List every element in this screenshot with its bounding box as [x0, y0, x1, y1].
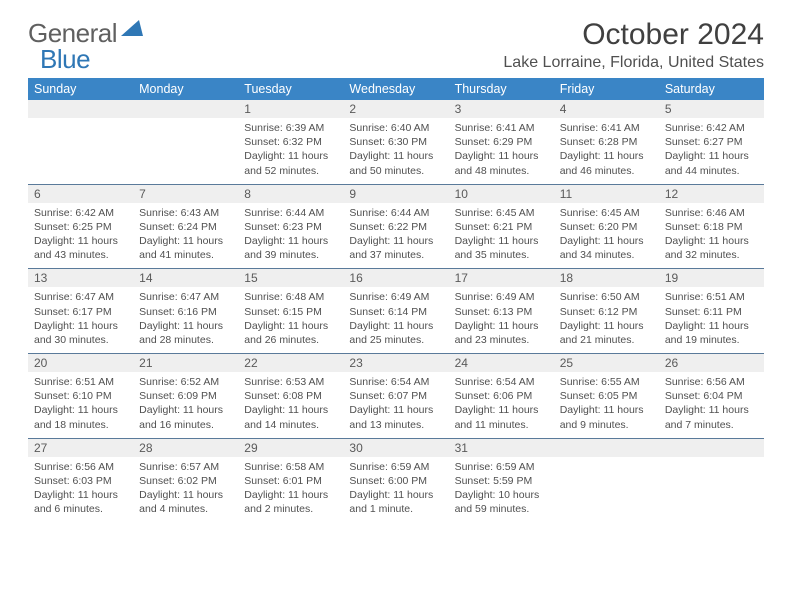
day-number: 5: [659, 100, 764, 118]
detail-row: Sunrise: 6:56 AM Sunset: 6:03 PM Dayligh…: [28, 457, 764, 523]
day-details: [133, 118, 238, 184]
day-number: 8: [238, 184, 343, 203]
day-details: Sunrise: 6:39 AM Sunset: 6:32 PM Dayligh…: [238, 118, 343, 184]
day-number: 31: [449, 438, 554, 457]
day-details: Sunrise: 6:40 AM Sunset: 6:30 PM Dayligh…: [343, 118, 448, 184]
day-number: 18: [554, 269, 659, 288]
detail-row: Sunrise: 6:47 AM Sunset: 6:17 PM Dayligh…: [28, 287, 764, 353]
day-number: 6: [28, 184, 133, 203]
day-details: Sunrise: 6:58 AM Sunset: 6:01 PM Dayligh…: [238, 457, 343, 523]
day-details: Sunrise: 6:49 AM Sunset: 6:14 PM Dayligh…: [343, 287, 448, 353]
daynum-row: 12345: [28, 100, 764, 118]
day-details: Sunrise: 6:42 AM Sunset: 6:25 PM Dayligh…: [28, 203, 133, 269]
day-details: Sunrise: 6:59 AM Sunset: 5:59 PM Dayligh…: [449, 457, 554, 523]
day-details: Sunrise: 6:43 AM Sunset: 6:24 PM Dayligh…: [133, 203, 238, 269]
day-details: Sunrise: 6:54 AM Sunset: 6:06 PM Dayligh…: [449, 372, 554, 438]
day-number: 26: [659, 354, 764, 373]
weekday-header: Wednesday: [343, 78, 448, 100]
day-details: Sunrise: 6:41 AM Sunset: 6:29 PM Dayligh…: [449, 118, 554, 184]
day-details: Sunrise: 6:59 AM Sunset: 6:00 PM Dayligh…: [343, 457, 448, 523]
day-number: [554, 438, 659, 457]
day-details: Sunrise: 6:44 AM Sunset: 6:23 PM Dayligh…: [238, 203, 343, 269]
day-number: 13: [28, 269, 133, 288]
daynum-row: 13141516171819: [28, 269, 764, 288]
day-details: Sunrise: 6:51 AM Sunset: 6:10 PM Dayligh…: [28, 372, 133, 438]
day-details: Sunrise: 6:44 AM Sunset: 6:22 PM Dayligh…: [343, 203, 448, 269]
day-number: 11: [554, 184, 659, 203]
header: General October 2024 Lake Lorraine, Flor…: [28, 18, 764, 72]
day-number: 1: [238, 100, 343, 118]
day-details: [554, 457, 659, 523]
day-details: Sunrise: 6:45 AM Sunset: 6:20 PM Dayligh…: [554, 203, 659, 269]
detail-row: Sunrise: 6:42 AM Sunset: 6:25 PM Dayligh…: [28, 203, 764, 269]
day-number: 15: [238, 269, 343, 288]
day-number: 23: [343, 354, 448, 373]
day-details: Sunrise: 6:45 AM Sunset: 6:21 PM Dayligh…: [449, 203, 554, 269]
day-details: Sunrise: 6:46 AM Sunset: 6:18 PM Dayligh…: [659, 203, 764, 269]
day-details: Sunrise: 6:54 AM Sunset: 6:07 PM Dayligh…: [343, 372, 448, 438]
weekday-header: Friday: [554, 78, 659, 100]
day-number: 7: [133, 184, 238, 203]
daynum-row: 6789101112: [28, 184, 764, 203]
day-number: 9: [343, 184, 448, 203]
day-details: Sunrise: 6:47 AM Sunset: 6:16 PM Dayligh…: [133, 287, 238, 353]
day-details: Sunrise: 6:51 AM Sunset: 6:11 PM Dayligh…: [659, 287, 764, 353]
day-number: 10: [449, 184, 554, 203]
brand-text-2: Blue: [40, 44, 90, 75]
day-number: 17: [449, 269, 554, 288]
weekday-header: Tuesday: [238, 78, 343, 100]
weekday-header: Monday: [133, 78, 238, 100]
weekday-header: Sunday: [28, 78, 133, 100]
day-number: 28: [133, 438, 238, 457]
day-number: 29: [238, 438, 343, 457]
title-block: October 2024 Lake Lorraine, Florida, Uni…: [503, 18, 764, 72]
brand-triangle-icon: [121, 18, 143, 41]
day-number: 3: [449, 100, 554, 118]
daynum-row: 2728293031: [28, 438, 764, 457]
day-details: Sunrise: 6:56 AM Sunset: 6:04 PM Dayligh…: [659, 372, 764, 438]
day-details: Sunrise: 6:50 AM Sunset: 6:12 PM Dayligh…: [554, 287, 659, 353]
day-number: 19: [659, 269, 764, 288]
detail-row: Sunrise: 6:51 AM Sunset: 6:10 PM Dayligh…: [28, 372, 764, 438]
day-number: 14: [133, 269, 238, 288]
month-title: October 2024: [503, 18, 764, 52]
day-number: [659, 438, 764, 457]
day-number: 24: [449, 354, 554, 373]
weekday-header: Saturday: [659, 78, 764, 100]
day-details: Sunrise: 6:42 AM Sunset: 6:27 PM Dayligh…: [659, 118, 764, 184]
day-number: [28, 100, 133, 118]
day-details: [28, 118, 133, 184]
weekday-header-row: Sunday Monday Tuesday Wednesday Thursday…: [28, 78, 764, 100]
day-details: Sunrise: 6:47 AM Sunset: 6:17 PM Dayligh…: [28, 287, 133, 353]
day-details: Sunrise: 6:56 AM Sunset: 6:03 PM Dayligh…: [28, 457, 133, 523]
day-details: Sunrise: 6:41 AM Sunset: 6:28 PM Dayligh…: [554, 118, 659, 184]
weekday-header: Thursday: [449, 78, 554, 100]
day-number: 22: [238, 354, 343, 373]
day-details: Sunrise: 6:49 AM Sunset: 6:13 PM Dayligh…: [449, 287, 554, 353]
day-number: 21: [133, 354, 238, 373]
location-line: Lake Lorraine, Florida, United States: [503, 54, 764, 72]
day-number: 27: [28, 438, 133, 457]
day-details: Sunrise: 6:55 AM Sunset: 6:05 PM Dayligh…: [554, 372, 659, 438]
day-number: 16: [343, 269, 448, 288]
day-details: Sunrise: 6:48 AM Sunset: 6:15 PM Dayligh…: [238, 287, 343, 353]
calendar-table: Sunday Monday Tuesday Wednesday Thursday…: [28, 78, 764, 522]
day-details: Sunrise: 6:53 AM Sunset: 6:08 PM Dayligh…: [238, 372, 343, 438]
day-number: [133, 100, 238, 118]
day-details: [659, 457, 764, 523]
day-number: 2: [343, 100, 448, 118]
day-number: 4: [554, 100, 659, 118]
day-number: 20: [28, 354, 133, 373]
day-number: 12: [659, 184, 764, 203]
day-number: 30: [343, 438, 448, 457]
day-number: 25: [554, 354, 659, 373]
day-details: Sunrise: 6:57 AM Sunset: 6:02 PM Dayligh…: [133, 457, 238, 523]
daynum-row: 20212223242526: [28, 354, 764, 373]
detail-row: Sunrise: 6:39 AM Sunset: 6:32 PM Dayligh…: [28, 118, 764, 184]
day-details: Sunrise: 6:52 AM Sunset: 6:09 PM Dayligh…: [133, 372, 238, 438]
